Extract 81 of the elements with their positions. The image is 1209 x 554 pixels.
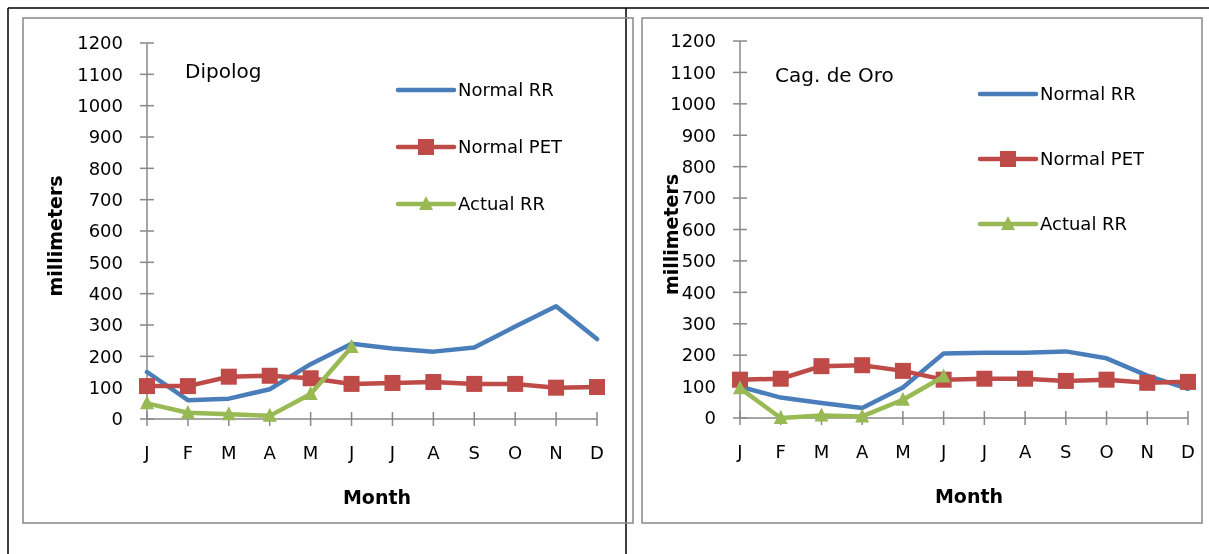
text: Dipolog <box>185 59 262 83</box>
y-tick-label: 300 <box>88 314 123 336</box>
x-tick-label: O <box>508 442 523 463</box>
x-tick-label: J <box>347 442 355 463</box>
line-series <box>144 303 600 403</box>
y-tick-label: 1100 <box>670 61 716 83</box>
y-tick-label: 900 <box>681 124 716 146</box>
legend-label: Normal PET <box>458 136 564 158</box>
point <box>262 407 277 422</box>
point <box>302 370 319 387</box>
x-tick-label: M <box>895 441 911 462</box>
x-tick-label: J <box>980 441 988 462</box>
y-tick-label: 0 <box>704 407 716 429</box>
y-tick-label: 400 <box>681 281 716 303</box>
x-tick-label: M <box>221 442 237 463</box>
x-tick-label: S <box>468 442 480 463</box>
y-tick-label: 300 <box>681 313 716 335</box>
legend-label: Actual RR <box>458 193 546 215</box>
y-tick-label: 100 <box>681 375 716 397</box>
y-tick-label: 0 <box>111 408 123 430</box>
point <box>220 368 237 385</box>
y-tick-label: 500 <box>88 251 123 273</box>
y-tick-label: 600 <box>88 220 123 242</box>
point <box>507 375 524 392</box>
point <box>548 379 565 396</box>
x-tick-label: M <box>813 441 830 462</box>
y-tick-label: 200 <box>681 344 716 366</box>
x-tick-label: S <box>1060 441 1072 462</box>
x-tick-label: A <box>1018 441 1032 462</box>
x-tick-label: N <box>549 442 563 463</box>
x-tick-label: A <box>427 442 441 463</box>
y-tick-label: 1000 <box>670 93 716 115</box>
y-tick-label: 800 <box>88 157 123 179</box>
legend-label: Normal PET <box>1040 148 1146 170</box>
x-tick-label: J <box>143 442 150 463</box>
y-tick-label: 800 <box>681 155 716 177</box>
x-tick-label: A <box>856 441 870 462</box>
x-tick-label: D <box>1181 441 1195 462</box>
x-tick-label: O <box>1099 441 1114 462</box>
y-tick-label: 400 <box>88 282 123 304</box>
text: Cag. de Oro <box>775 63 894 87</box>
legend-label: Normal RR <box>1040 83 1136 105</box>
point <box>303 385 318 400</box>
point <box>343 375 360 392</box>
x-tick-label: M <box>302 442 319 463</box>
y-tick-label: 600 <box>681 218 716 240</box>
x-tick-label: A <box>263 442 277 463</box>
x-axis-title: Month <box>342 486 412 508</box>
y-tick-label: 200 <box>88 345 123 367</box>
x-tick-label: F <box>182 442 194 463</box>
y-tick-label: 1200 <box>77 32 123 54</box>
point <box>466 375 483 392</box>
y-tick-label: 100 <box>88 376 123 398</box>
x-axis-title: Month <box>934 485 1004 507</box>
x-tick-label: J <box>939 441 947 462</box>
point <box>179 378 196 395</box>
x-tick-label: J <box>736 441 743 462</box>
point <box>140 395 154 410</box>
y-tick-label: 1000 <box>77 94 123 116</box>
point <box>589 379 605 396</box>
x-tick-label: F <box>775 441 786 462</box>
x-tick-label: N <box>1140 441 1155 462</box>
point <box>261 367 278 384</box>
point <box>139 378 155 395</box>
x-tick-label: J <box>388 442 396 463</box>
y-tick-label: 500 <box>681 250 716 272</box>
y-tick-label: 700 <box>681 187 716 209</box>
x-tick-label: D <box>590 442 604 463</box>
y-axis-title: millimeters <box>660 173 682 296</box>
y-tick-label: 700 <box>88 188 123 210</box>
point <box>221 406 236 421</box>
point <box>344 338 359 353</box>
y-axis-title: millimeters <box>44 175 66 297</box>
point <box>425 374 442 391</box>
point <box>384 374 401 391</box>
point <box>180 404 195 419</box>
y-tick-label: 1200 <box>670 30 716 52</box>
y-tick-label: 1100 <box>77 63 123 85</box>
y-tick-label: 900 <box>88 126 123 148</box>
legend-label: Actual RR <box>1040 213 1128 235</box>
legend-label: Normal RR <box>458 79 554 101</box>
